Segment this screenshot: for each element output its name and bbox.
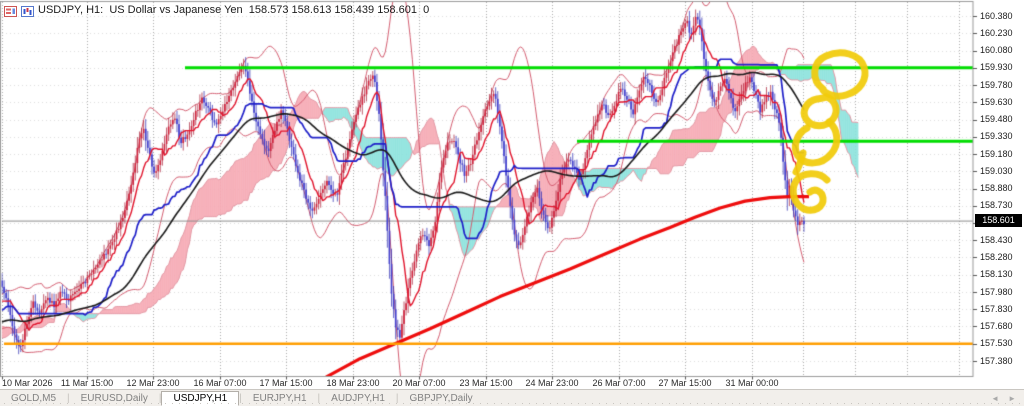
price-axis-label: 158.280 — [980, 252, 1013, 262]
price-axis-label: 157.830 — [980, 303, 1013, 314]
time-axis-label: 24 Mar 23:00 — [525, 378, 579, 388]
tab-separator: | — [158, 393, 162, 404]
quotes-grid-icon — [4, 4, 17, 17]
price-axis-label: 157.680 — [980, 321, 1013, 331]
mini-chart-icon — [21, 4, 34, 17]
tab-scroll-right-icon[interactable]: ► — [1008, 394, 1016, 403]
price-axis-label: 159.180 — [980, 148, 1013, 159]
price-axis-label: 158.130 — [980, 269, 1013, 280]
tab-separator: | — [67, 393, 70, 404]
price-axis-label: 160.230 — [980, 27, 1013, 38]
time-axis-label: 20 Mar 07:00 — [392, 378, 446, 388]
price-axis-label: 159.780 — [980, 79, 1013, 90]
time-axis-label: 10 Mar 2026 — [2, 378, 53, 388]
tab-scroll-arrows: ◄ ► — [991, 391, 1016, 406]
price-axis-label: 159.480 — [980, 114, 1013, 124]
price-axis-label: 160.380 — [980, 10, 1013, 21]
time-axis-label: 17 Mar 15:00 — [259, 378, 313, 388]
price-axis-label: 157.980 — [980, 286, 1013, 297]
current-price-value: 158.601 — [982, 215, 1015, 226]
price-axis-label: 157.380 — [980, 355, 1013, 366]
time-axis-label: 23 Mar 15:00 — [459, 378, 513, 388]
time-axis-label: 27 Mar 15:00 — [658, 378, 712, 388]
time-axis[interactable]: 10 Mar 2026 11 Mar 15:00 12 Mar 23:00 16 Ma… — [0, 377, 973, 389]
time-axis-label: 31 Mar 00:00 — [725, 378, 779, 388]
time-axis-label: 26 Mar 07:00 — [592, 378, 646, 388]
price-axis-label: 160.080 — [980, 45, 1013, 55]
time-axis-label: 16 Mar 07:00 — [193, 378, 247, 388]
tab-separator: | — [317, 393, 321, 404]
tab-gold-m5[interactable]: GOLD,M5 — [11, 393, 57, 404]
price-axis-label: 159.030 — [980, 165, 1013, 176]
tab-scroll-left-icon[interactable]: ◄ — [991, 394, 1000, 403]
time-axis-label: 12 Mar 23:00 — [126, 378, 180, 388]
price-axis-label: 158.880 — [980, 183, 1013, 193]
chart-canvas[interactable] — [0, 0, 1024, 389]
tabbar-resize-dots — [4, 403, 1020, 404]
price-axis-label: 157.530 — [980, 338, 1013, 349]
price-axis-label: 158.430 — [980, 234, 1013, 245]
time-axis-label: 18 Mar 23:00 — [326, 378, 380, 388]
tab-eurjpy-h1[interactable]: EURJPY,H1 — [252, 393, 307, 404]
tab-separator: | — [395, 393, 399, 404]
price-axis[interactable]: 160.380 160.230 160.080 159.930 159.780 159.6… — [973, 0, 1024, 377]
chart-title: USDJPY, H1: US Dollar vs Japanese Yen 15… — [38, 3, 430, 16]
time-axis-label: 11 Mar 15:00 — [60, 378, 114, 388]
chart-tab-bar: GOLD,M5 | EURUSD,Daily | USDJPY,H1 | EUR… — [0, 389, 1024, 406]
tab-gbpjpy-daily[interactable]: GBPJPY,Daily — [409, 393, 473, 404]
tab-eurusd-daily[interactable]: EURUSD,Daily — [80, 393, 148, 404]
price-axis-label: 159.930 — [980, 62, 1013, 73]
tab-separator: | — [239, 393, 242, 404]
current-price-tag: 158.601 — [975, 214, 1022, 228]
tab-audjpy-h1[interactable]: AUDJPY,H1 — [331, 393, 385, 404]
chart-title-overlay: USDJPY, H1: US Dollar vs Japanese Yen 15… — [4, 3, 430, 17]
price-axis-label: 158.730 — [980, 200, 1013, 211]
price-axis-label: 159.630 — [980, 96, 1013, 107]
price-axis-label: 159.330 — [980, 131, 1013, 142]
